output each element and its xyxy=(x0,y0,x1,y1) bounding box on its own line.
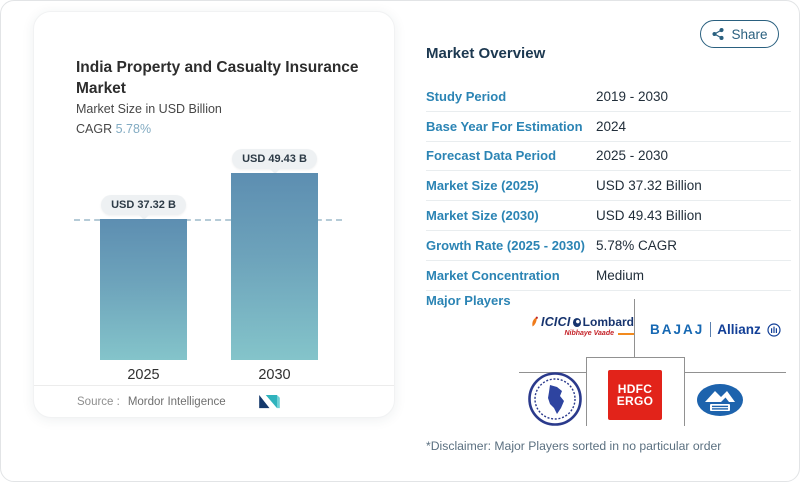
share-button[interactable]: Share xyxy=(700,20,779,48)
source-label: Source : xyxy=(77,395,120,408)
row-label: Study Period xyxy=(426,88,507,104)
row-value: 2025 - 2030 xyxy=(596,148,669,164)
share-icon xyxy=(712,28,725,40)
table-row: Study Period 2019 - 2030 xyxy=(426,82,791,112)
table-row: Market Concentration Medium xyxy=(426,261,791,291)
reference-dashed-line xyxy=(74,219,342,221)
row-value: USD 37.32 Billion xyxy=(596,178,702,194)
bar-value-label-2030: USD 49.43 B xyxy=(232,149,317,169)
tagline-rule xyxy=(618,332,634,335)
lombard-text: Lombard xyxy=(582,315,634,329)
row-label: Forecast Data Period xyxy=(426,148,557,164)
row-label: Market Size (2030) xyxy=(426,208,539,224)
row-value: 5.78% CAGR xyxy=(596,237,678,253)
hdfc-text: HDFC xyxy=(617,382,653,396)
mordor-intelligence-logo xyxy=(258,394,281,409)
bar-2025: USD 37.32 B xyxy=(100,195,187,360)
chart-card: India Property and Casualty Insurance Ma… xyxy=(33,11,395,418)
market-overview-panel: Market Overview Study Period 2019 - 2030… xyxy=(426,1,798,483)
source-value: Mordor Intelligence xyxy=(127,395,226,408)
row-label: Market Size (2025) xyxy=(426,178,539,194)
overview-heading: Market Overview xyxy=(426,45,546,62)
x-axis-label-2030: 2030 xyxy=(258,367,291,383)
connector-line xyxy=(685,372,786,373)
row-value: 2024 xyxy=(596,118,627,134)
source-row: Source : Mordor Intelligence xyxy=(34,385,394,417)
row-value: Medium xyxy=(596,267,645,283)
table-row: Growth Rate (2025 - 2030) 5.78% CAGR xyxy=(426,231,791,261)
row-label: Base Year For Estimation xyxy=(426,118,583,134)
table-row: Market Size (2030) USD 49.43 Billion xyxy=(426,201,791,231)
bajaj-allianz-logo: BAJAJ Allianz xyxy=(650,322,781,337)
overview-table: Study Period 2019 - 2030 Base Year For E… xyxy=(426,82,791,291)
bajaj-brand-text: BAJAJ xyxy=(650,322,705,337)
major-players-label: Major Players xyxy=(426,293,511,308)
allianz-text: Allianz xyxy=(717,322,761,337)
label-pointer-notch xyxy=(138,215,149,220)
connector-line xyxy=(684,357,685,426)
logo-divider xyxy=(710,322,712,337)
bar-2030: USD 49.43 B xyxy=(231,149,318,360)
icici-mark-icon xyxy=(532,316,538,327)
bar-value-label-2025: USD 37.32 B xyxy=(101,195,186,215)
table-row: Market Size (2025) USD 37.32 Billion xyxy=(426,171,791,202)
new-india-assurance-logo xyxy=(528,372,582,431)
chart-title: India Property and Casualty Insurance Ma… xyxy=(76,59,359,97)
bar-rect-2025 xyxy=(100,219,187,360)
lombard-mark-icon xyxy=(572,317,581,327)
x-axis-label-2025: 2025 xyxy=(127,367,160,383)
united-india-insurance-logo xyxy=(696,383,744,422)
disclaimer-text: *Disclaimer: Major Players sorted in no … xyxy=(426,439,722,453)
icici-lombard-logo: ICICI Lombard Nibhaye Vaade xyxy=(530,315,634,337)
cagr-value: 5.78% xyxy=(115,122,152,136)
ergo-text: ERGO xyxy=(616,394,654,408)
hdfc-ergo-logo: HDFC ERGO xyxy=(608,370,662,420)
chart-cagr: CAGR 5.78% xyxy=(76,122,151,136)
cagr-label: CAGR xyxy=(76,122,113,136)
chart-subtitle: Market Size in USD Billion xyxy=(76,102,222,116)
row-value: USD 49.43 Billion xyxy=(596,208,702,224)
connector-line xyxy=(586,357,684,358)
icici-brand-text: ICICI xyxy=(541,315,571,329)
allianz-mark-icon xyxy=(767,322,781,337)
icici-tagline: Nibhaye Vaade xyxy=(564,330,614,337)
row-label: Market Concentration xyxy=(426,267,560,283)
table-row: Base Year For Estimation 2024 xyxy=(426,112,791,142)
share-button-label: Share xyxy=(731,26,768,42)
row-label: Growth Rate (2025 - 2030) xyxy=(426,237,585,253)
row-value: 2019 - 2030 xyxy=(596,88,669,104)
table-row: Forecast Data Period 2025 - 2030 xyxy=(426,142,791,172)
connector-line xyxy=(634,299,635,357)
label-pointer-notch xyxy=(269,169,280,174)
bar-rect-2030 xyxy=(231,173,318,360)
connector-line xyxy=(586,357,587,426)
